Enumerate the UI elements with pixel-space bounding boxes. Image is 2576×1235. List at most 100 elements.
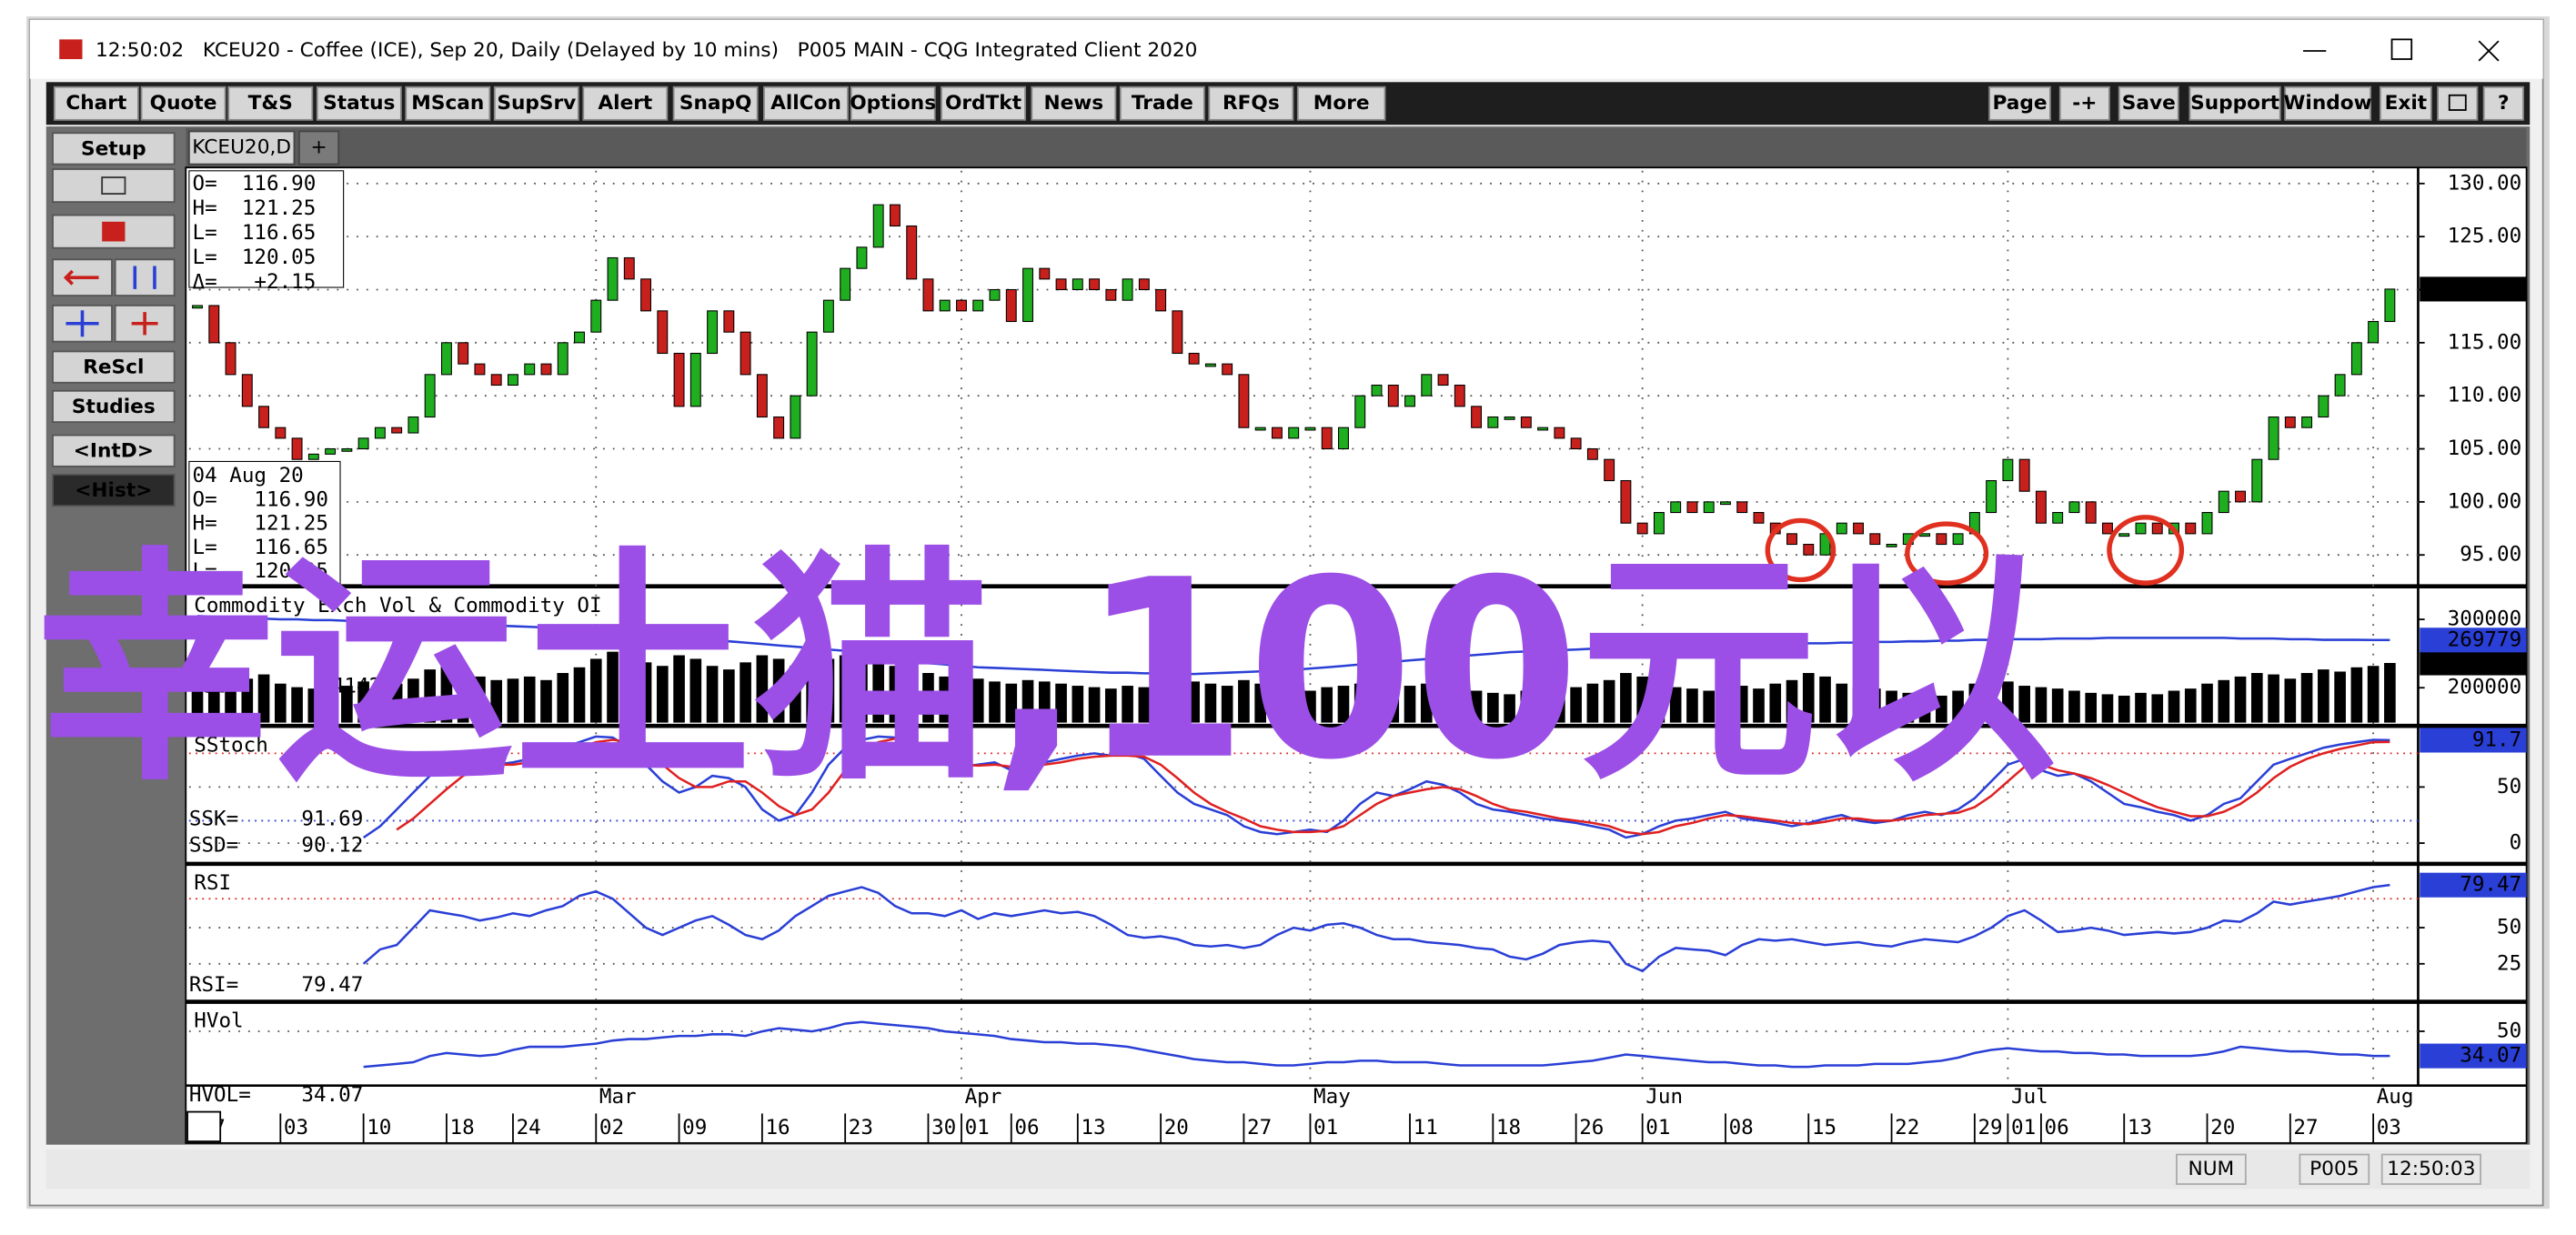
toolbar-button[interactable] bbox=[672, 85, 759, 121]
toolbar-button[interactable] bbox=[2482, 85, 2524, 121]
toolbar-button[interactable] bbox=[582, 85, 669, 121]
candle bbox=[1454, 384, 1465, 407]
candle bbox=[856, 246, 868, 269]
candle bbox=[1570, 437, 1582, 450]
toolbar-button[interactable] bbox=[405, 85, 491, 121]
candle bbox=[657, 310, 669, 355]
candle bbox=[1321, 427, 1333, 450]
candle bbox=[2018, 458, 2030, 492]
candle bbox=[1636, 522, 1648, 535]
circle-annotation bbox=[1765, 517, 1836, 583]
toolbar-label[interactable]: SupSrv bbox=[497, 92, 576, 115]
volume-bar bbox=[1221, 686, 1233, 723]
toolbar-label[interactable]: Save bbox=[2122, 92, 2176, 115]
toolbar-button[interactable] bbox=[2284, 85, 2371, 121]
toolbar-label[interactable]: Status bbox=[323, 92, 395, 115]
toolbar-button[interactable] bbox=[1988, 85, 2051, 121]
panel-title: HVol bbox=[194, 1009, 243, 1033]
candle bbox=[440, 342, 452, 376]
toolbar-label[interactable]: Trade bbox=[1132, 92, 1193, 115]
info-line: H= 121.25 bbox=[192, 196, 316, 220]
toolbar-label[interactable]: MScan bbox=[411, 92, 484, 115]
toolbar-button[interactable] bbox=[493, 85, 579, 121]
sidebar-button[interactable] bbox=[52, 350, 176, 384]
sidebar-label[interactable]: Setup bbox=[81, 137, 146, 160]
volume-bar bbox=[1088, 687, 1101, 723]
toolbar-label[interactable]: Chart bbox=[65, 92, 126, 115]
toolbar-button[interactable] bbox=[2189, 85, 2281, 121]
volume-bar bbox=[839, 655, 851, 723]
candle bbox=[2350, 342, 2362, 376]
toolbar-label[interactable]: AllCon bbox=[770, 92, 841, 115]
toolbar-label[interactable]: T&S bbox=[248, 92, 293, 115]
toolbar-label[interactable]: OrdTkt bbox=[945, 92, 1021, 115]
candle bbox=[2002, 458, 2014, 482]
toolbar-label[interactable]: RFQs bbox=[1223, 92, 1280, 115]
tab[interactable] bbox=[187, 130, 296, 166]
toolbar-button[interactable] bbox=[2118, 85, 2179, 121]
sidebar-button[interactable] bbox=[52, 434, 176, 467]
sidebar-button[interactable] bbox=[52, 389, 176, 424]
sidebar-label[interactable]: Studies bbox=[72, 396, 156, 418]
toolbar-button[interactable] bbox=[850, 85, 936, 121]
volume-bar bbox=[1620, 673, 1632, 723]
maximize-button[interactable] bbox=[2390, 38, 2413, 60]
sidebar-button[interactable] bbox=[52, 132, 176, 166]
toolbar-button[interactable] bbox=[2379, 85, 2432, 121]
toolbar-label[interactable]: Exit bbox=[2385, 92, 2428, 115]
candle bbox=[2318, 395, 2329, 418]
volume-bar bbox=[1204, 683, 1217, 723]
toolbar-button[interactable] bbox=[140, 85, 226, 121]
candle bbox=[1653, 511, 1665, 535]
toolbar-button[interactable] bbox=[941, 85, 1026, 121]
x-tick-label: 03 bbox=[2377, 1116, 2401, 1140]
volume-bar bbox=[1868, 688, 1881, 723]
candle bbox=[1172, 310, 1183, 355]
toolbar-label[interactable]: More bbox=[1313, 92, 1370, 115]
close-button[interactable] bbox=[2478, 40, 2500, 62]
x-tick-label: 02 bbox=[599, 1116, 624, 1140]
legend-name: Vol= bbox=[189, 674, 238, 698]
volume-bar bbox=[2118, 695, 2130, 723]
volume-bar bbox=[390, 683, 403, 723]
volume-bar bbox=[1337, 686, 1350, 723]
toolbar-button[interactable] bbox=[53, 85, 139, 121]
toolbar-label[interactable]: Alert bbox=[598, 92, 652, 115]
toolbar-label[interactable]: Quote bbox=[150, 92, 217, 115]
sidebar-label[interactable]: <Hist> bbox=[75, 479, 152, 502]
candle bbox=[490, 374, 502, 387]
toolbar-label[interactable]: Support bbox=[2190, 92, 2279, 115]
x-tick-label: 01 bbox=[1645, 1116, 1670, 1140]
tab-label[interactable]: + bbox=[310, 136, 327, 159]
charts: MarAprMayJunJulAug2703101824020916233001… bbox=[186, 167, 2527, 1143]
toolbar-button[interactable] bbox=[1296, 85, 1386, 121]
toolbar-button[interactable] bbox=[1031, 85, 1117, 121]
candle bbox=[623, 256, 635, 280]
sidebar-button[interactable] bbox=[52, 473, 176, 507]
toolbar-label[interactable]: News bbox=[1043, 92, 1103, 115]
toolbar-button[interactable] bbox=[316, 85, 402, 121]
last-value-box bbox=[2420, 650, 2527, 676]
toolbar-label[interactable]: -+ bbox=[2072, 92, 2097, 115]
toolbar-label[interactable]: ? bbox=[2498, 92, 2510, 115]
toolbar-button[interactable] bbox=[1208, 85, 1294, 121]
toolbar-button[interactable] bbox=[227, 85, 314, 121]
info-line: L= 120.05 bbox=[192, 246, 316, 269]
info-line: O= 116.90 bbox=[192, 172, 316, 196]
tab-label[interactable]: KCEU20,D bbox=[192, 136, 291, 159]
scroll-right-button[interactable] bbox=[114, 258, 176, 296]
toolbar-button[interactable] bbox=[2058, 85, 2110, 121]
sidebar-label[interactable]: <IntD> bbox=[74, 440, 154, 463]
restore-button[interactable] bbox=[2437, 85, 2479, 121]
print-button[interactable] bbox=[52, 168, 176, 204]
toolbar-label[interactable]: Page bbox=[1992, 92, 2047, 115]
tab[interactable] bbox=[297, 130, 340, 166]
toolbar-label[interactable]: Window bbox=[2284, 92, 2372, 115]
volume-bar bbox=[856, 662, 868, 723]
toolbar-button[interactable] bbox=[763, 85, 849, 121]
toolbar-label[interactable]: SnapQ bbox=[679, 92, 752, 115]
toolbar-button[interactable] bbox=[1119, 85, 1205, 121]
toolbar-label[interactable]: Options bbox=[850, 92, 936, 115]
sidebar-label[interactable]: ReScl bbox=[83, 356, 144, 379]
